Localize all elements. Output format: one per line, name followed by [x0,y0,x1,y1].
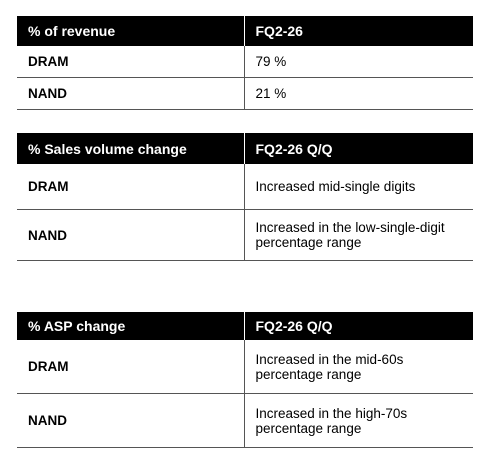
column-header-period: FQ2-26 Q/Q [243,133,473,164]
row-label-dram: DRAM [17,164,244,210]
row-value-nand: Increased in the high-70s percentage ran… [243,393,473,448]
table-row: NAND Increased in the low-single-digit p… [17,209,473,261]
column-header-metric: % Sales volume change [17,133,244,164]
table-row: DRAM 79 % [17,46,473,78]
table-row: NAND Increased in the high-70s percentag… [17,393,473,448]
column-header-metric: % ASP change [17,312,244,340]
sales-volume-change-table: % Sales volume change FQ2-26 Q/Q DRAM In… [17,133,473,261]
table-header-row: % Sales volume change FQ2-26 Q/Q [17,133,473,164]
table-row: DRAM Increased mid-single digits [17,164,473,210]
row-label-nand: NAND [17,209,244,261]
table-row: DRAM Increased in the mid-60s percentage… [17,340,473,394]
revenue-mix-table: % of revenue FQ2-26 DRAM 79 % NAND 21 % [17,16,473,110]
table-header-row: % ASP change FQ2-26 Q/Q [17,312,473,340]
row-label-nand: NAND [17,393,244,448]
table-row: NAND 21 % [17,77,473,110]
column-header-period: FQ2-26 Q/Q [243,312,473,340]
table-header-row: % of revenue FQ2-26 [17,16,473,46]
row-label-dram: DRAM [17,340,244,394]
row-value-dram: Increased in the mid-60s percentage rang… [243,340,473,394]
column-header-metric: % of revenue [17,16,244,46]
asp-change-table: % ASP change FQ2-26 Q/Q DRAM Increased i… [17,312,473,448]
row-value-dram: Increased mid-single digits [243,164,473,210]
row-value-nand: 21 % [243,77,473,110]
row-value-dram: 79 % [243,46,473,78]
row-label-nand: NAND [17,77,244,110]
row-value-nand: Increased in the low-single-digit percen… [243,209,473,261]
column-header-period: FQ2-26 [243,16,473,46]
row-label-dram: DRAM [17,46,244,78]
